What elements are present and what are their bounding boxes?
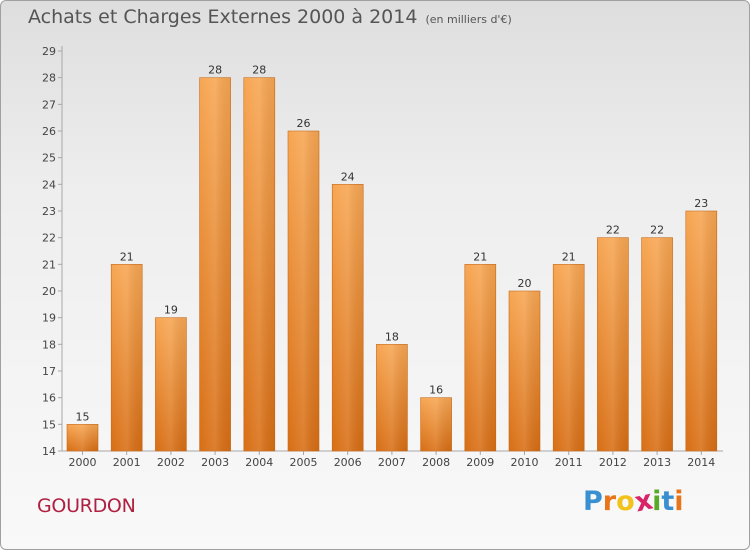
commune-name: GOURDON [37,495,136,517]
x-tick-label: 2006 [334,456,362,469]
logo-letter: P [583,486,603,517]
logo-letter: r [602,486,617,517]
bar-value-label: 18 [385,330,399,343]
x-tick-label: 2012 [599,456,627,469]
y-tick-label: 17 [42,365,56,378]
bar-value-label: 15 [76,410,90,423]
x-tick-label: 2009 [466,456,494,469]
y-tick-label: 16 [42,392,56,405]
bar-value-label: 28 [208,64,222,77]
x-tick-label: 2005 [290,456,318,469]
x-tick-label: 2011 [555,456,583,469]
x-tick-label: 2002 [157,456,185,469]
bar-shine [332,184,364,452]
y-tick-label: 20 [42,285,56,298]
y-tick-label: 21 [42,258,56,271]
proxiti-logo: Proxiti [583,485,684,519]
x-tick-label: 2003 [201,456,229,469]
y-tick-label: 24 [42,178,56,191]
bar-shine [597,237,629,451]
y-tick-label: 26 [42,125,56,138]
bar-value-label: 28 [252,64,266,77]
y-tick-label: 14 [42,445,56,458]
bar-value-label: 26 [297,117,311,130]
bar-value-label: 21 [473,250,487,263]
x-tick-label: 2001 [113,456,141,469]
y-tick-label: 19 [42,312,56,325]
bar-shine [509,291,540,451]
y-tick-label: 15 [42,418,56,431]
bar-shine [111,264,143,451]
bar-value-label: 24 [341,170,355,183]
bar-value-label: 21 [562,250,576,263]
logo-letter: i [652,486,662,517]
bar-shine [67,424,98,451]
bar-value-label: 22 [650,224,664,237]
logo-letter: t [661,486,675,517]
bar-shine [155,317,187,451]
x-tick-label: 2014 [687,456,715,469]
y-tick-label: 25 [42,152,56,165]
chart-title: Achats et Charges Externes 2000 à 2014 (e… [28,6,512,28]
bar-shine [464,264,496,451]
x-tick-label: 2010 [511,456,539,469]
x-tick-label: 2000 [69,456,97,469]
x-tick-label: 2008 [422,456,450,469]
bar-shine [420,397,452,451]
x-tick-label: 2013 [643,456,671,469]
y-tick-label: 18 [42,338,56,351]
bar-shine [641,237,673,451]
bar-value-label: 21 [120,250,134,263]
x-tick-label: 2007 [378,456,406,469]
bar-shine [199,77,231,452]
logo-letter: i [674,486,684,517]
y-tick-label: 29 [42,45,56,58]
y-tick-label: 22 [42,232,56,245]
x-tick-label: 2004 [245,456,273,469]
y-tick-label: 23 [42,205,56,218]
bar-value-label: 20 [518,277,532,290]
bar-shine [376,344,408,451]
bar-shine [685,211,717,451]
bar-shine [243,77,275,452]
chart-title-text: Achats et Charges Externes 2000 à 2014 [28,6,418,28]
y-tick-label: 27 [42,98,56,111]
chart-subtitle: (en milliers d'€) [425,13,512,26]
bar-value-label: 22 [606,224,620,237]
bar-shine [553,264,585,451]
bar-value-label: 19 [164,304,178,317]
logo-letter: o [616,486,635,517]
y-tick-label: 28 [42,72,56,85]
bar-value-label: 16 [429,384,443,397]
bar-shine [288,131,319,451]
bar-value-label: 23 [694,197,708,210]
